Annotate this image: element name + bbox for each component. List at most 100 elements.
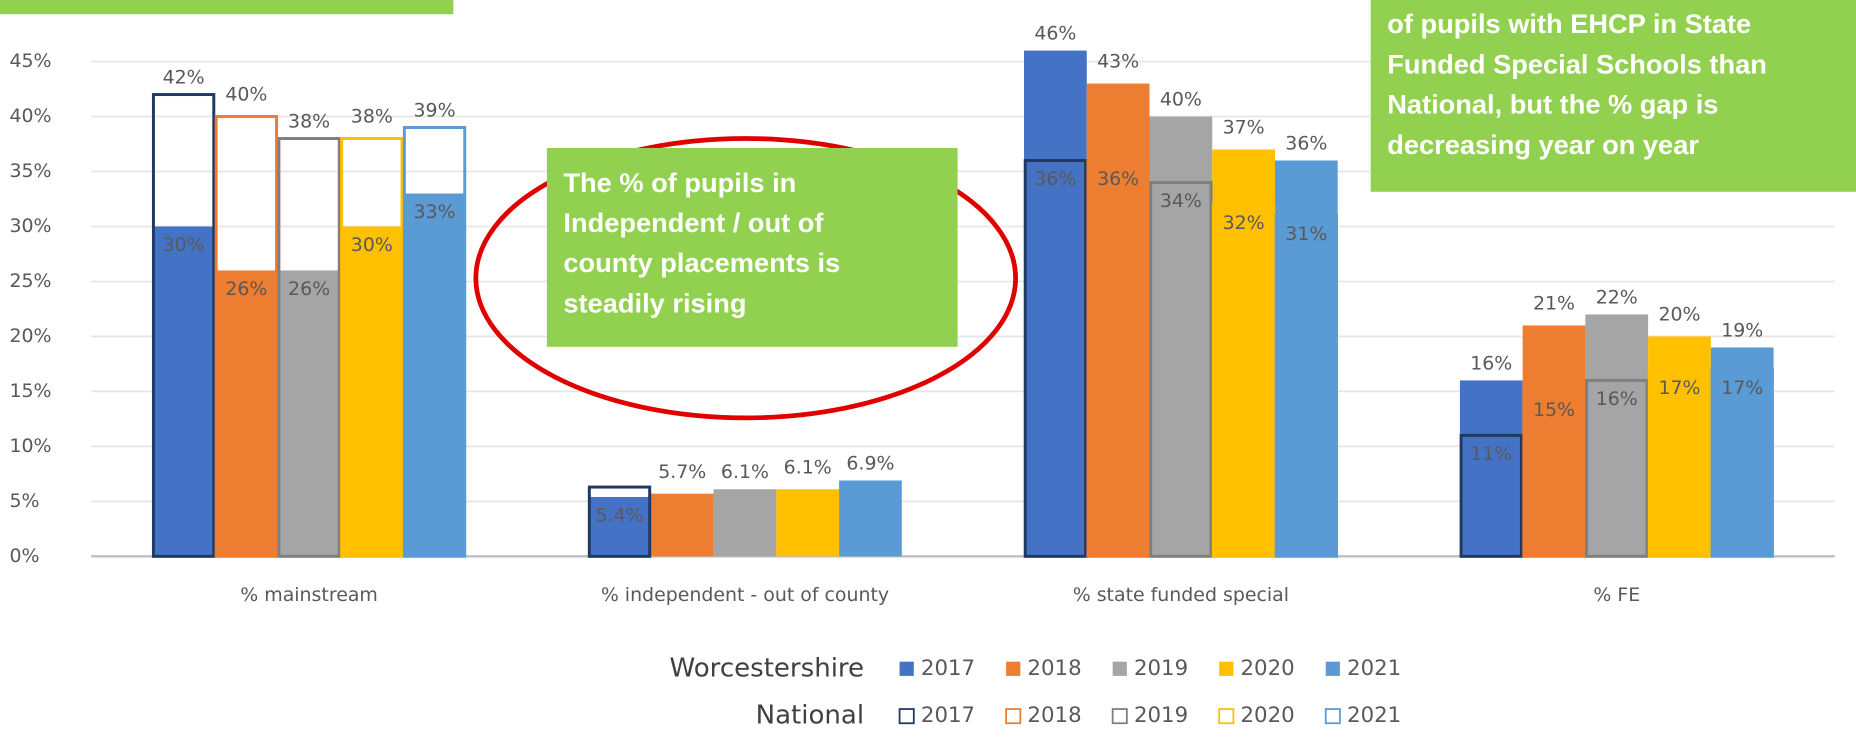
data-label: 5.4% bbox=[595, 504, 643, 526]
data-label: 43% bbox=[1097, 51, 1139, 73]
data-label: 46% bbox=[1034, 22, 1076, 44]
legend-swatch bbox=[898, 708, 915, 725]
y-tick-label: 10% bbox=[9, 435, 51, 457]
data-label: 22% bbox=[1596, 286, 1638, 308]
legend-swatch bbox=[1111, 708, 1128, 725]
data-label: 39% bbox=[414, 99, 456, 121]
y-tick-label: 20% bbox=[9, 325, 51, 347]
x-tick-label: % state funded special bbox=[1073, 584, 1289, 606]
outline-bar bbox=[1522, 389, 1586, 558]
bar bbox=[776, 489, 840, 557]
legend-label: 2021 bbox=[1347, 656, 1401, 681]
legend-swatch bbox=[1325, 661, 1340, 676]
legend-swatch bbox=[1006, 661, 1021, 676]
legend-label: 2019 bbox=[1134, 656, 1188, 681]
bar bbox=[1522, 325, 1586, 557]
data-label: 30% bbox=[351, 234, 393, 256]
data-label: 40% bbox=[1160, 88, 1202, 110]
highlight-ellipse bbox=[473, 136, 1018, 421]
outline-bar bbox=[587, 485, 652, 558]
data-label: 38% bbox=[351, 106, 393, 128]
legend-title: Worcestershire bbox=[670, 653, 865, 683]
outline-bar bbox=[1086, 159, 1150, 558]
y-tick-label: 45% bbox=[9, 50, 51, 72]
data-label: 30% bbox=[163, 234, 205, 256]
y-tick-label: 0% bbox=[9, 545, 39, 567]
data-label: 17% bbox=[1658, 377, 1700, 399]
annotation-text: Independent / out of bbox=[563, 207, 824, 238]
bar bbox=[1086, 83, 1150, 557]
y-tick-label: 40% bbox=[9, 105, 51, 127]
annotation-box bbox=[1370, 0, 1856, 192]
bar bbox=[214, 270, 278, 557]
data-label: 34% bbox=[1160, 190, 1202, 212]
bar bbox=[1149, 116, 1213, 557]
outline-bar bbox=[214, 115, 279, 558]
legend-swatch bbox=[1005, 708, 1022, 725]
data-label: 38% bbox=[288, 110, 330, 132]
data-label: 36% bbox=[1285, 132, 1327, 154]
annotation-box bbox=[0, 0, 454, 15]
x-tick-label: % FE bbox=[1593, 584, 1640, 606]
outline-bar bbox=[1211, 203, 1276, 558]
data-label: 26% bbox=[225, 278, 267, 300]
bar bbox=[403, 193, 466, 557]
bar bbox=[1585, 314, 1649, 557]
data-label: 36% bbox=[1034, 168, 1076, 190]
outline-bar bbox=[151, 93, 216, 558]
legend-swatch bbox=[1324, 708, 1341, 725]
data-label: 37% bbox=[1223, 117, 1265, 139]
bar bbox=[1459, 380, 1523, 557]
x-tick-label: % independent - out of county bbox=[601, 584, 889, 606]
bar bbox=[713, 489, 777, 557]
outline-bar bbox=[1459, 433, 1523, 558]
x-tick-label: % mainstream bbox=[240, 584, 378, 606]
legend-label: 2020 bbox=[1240, 703, 1294, 728]
data-label: 26% bbox=[288, 278, 330, 300]
data-label: 6.9% bbox=[846, 452, 894, 474]
outline-bar bbox=[340, 137, 404, 558]
outline-bar bbox=[1023, 159, 1088, 558]
data-label: 21% bbox=[1533, 293, 1575, 315]
legend-label: 2018 bbox=[1027, 656, 1081, 681]
data-label: 33% bbox=[414, 201, 456, 223]
legend-label: 2021 bbox=[1347, 703, 1401, 728]
bar bbox=[340, 226, 404, 557]
annotation-text: Funded Special Schools than bbox=[1387, 48, 1767, 79]
bar bbox=[152, 226, 215, 557]
legend-swatch bbox=[1219, 661, 1234, 676]
legend-label: 2018 bbox=[1027, 703, 1081, 728]
data-label: 16% bbox=[1596, 388, 1638, 410]
data-label: 5.7% bbox=[658, 461, 706, 483]
bar bbox=[1212, 149, 1275, 557]
annotation-box bbox=[546, 147, 958, 347]
data-label: 6.1% bbox=[721, 461, 769, 483]
annotation-text: National, but the % gap is bbox=[1387, 89, 1718, 120]
bar bbox=[1274, 160, 1338, 557]
legend-title: National bbox=[756, 701, 864, 731]
legend-swatch bbox=[899, 661, 914, 676]
legend-label: 2017 bbox=[921, 656, 975, 681]
outline-bar bbox=[402, 126, 467, 558]
annotation-text: of pupils with EHCP in State bbox=[1387, 8, 1751, 39]
outline-bar bbox=[1710, 367, 1774, 558]
bar bbox=[277, 270, 341, 557]
data-label: 17% bbox=[1721, 377, 1763, 399]
y-tick-label: 35% bbox=[9, 160, 51, 182]
outline-bar bbox=[1585, 378, 1649, 558]
y-tick-label: 15% bbox=[9, 380, 51, 402]
outline-bar bbox=[277, 137, 341, 558]
legend-swatch bbox=[1218, 708, 1235, 725]
y-tick-label: 5% bbox=[9, 490, 39, 512]
data-label: 15% bbox=[1533, 399, 1575, 421]
annotation-text: decreasing year on year bbox=[1387, 129, 1699, 160]
annotation-text: steadily rising bbox=[563, 288, 746, 319]
legend-label: 2019 bbox=[1134, 703, 1188, 728]
data-label: 16% bbox=[1470, 352, 1512, 374]
bar bbox=[588, 496, 651, 557]
data-label: 20% bbox=[1658, 304, 1700, 326]
data-label: 42% bbox=[163, 66, 205, 88]
bar bbox=[839, 480, 902, 557]
bar bbox=[1710, 347, 1774, 557]
